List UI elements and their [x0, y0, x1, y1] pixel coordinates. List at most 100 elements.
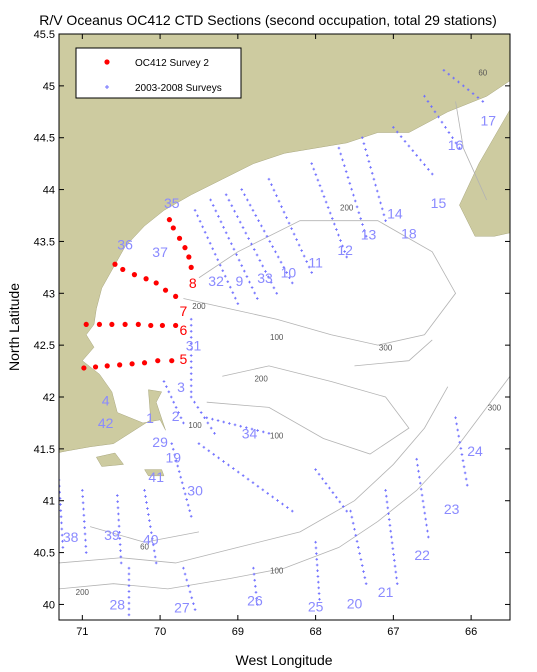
- survey2-station-marker: [173, 293, 179, 300]
- historic-station-marker: [267, 177, 271, 181]
- historic-station-marker: [183, 492, 187, 496]
- historic-station-marker: [165, 385, 168, 388]
- historic-station-marker: [395, 582, 399, 585]
- historic-station-marker: [341, 505, 345, 508]
- historic-station-marker: [117, 512, 120, 516]
- contour-depth-label: 60: [478, 68, 487, 77]
- historic-station-marker: [270, 183, 273, 186]
- historic-station-marker: [189, 342, 193, 345]
- historic-station-marker: [253, 578, 256, 582]
- historic-station-marker: [240, 264, 244, 267]
- historic-station-marker: [180, 481, 184, 485]
- historic-station-marker: [271, 245, 274, 248]
- historic-station-marker: [146, 507, 149, 510]
- historic-station-marker: [238, 220, 242, 224]
- survey2-station-marker: [83, 321, 89, 328]
- historic-station-marker: [189, 360, 193, 363]
- historic-station-marker: [227, 198, 231, 202]
- historic-station-marker: [352, 193, 355, 197]
- historic-station-marker: [272, 286, 276, 290]
- survey2-station-marker: [159, 322, 166, 329]
- historic-station-marker: [370, 171, 374, 175]
- historic-station-label: 21: [378, 584, 394, 600]
- historic-station-marker: [235, 253, 238, 256]
- historic-station-marker: [203, 416, 206, 420]
- historic-station-marker: [241, 474, 245, 477]
- historic-station-marker: [179, 475, 183, 479]
- historic-station-marker: [350, 187, 353, 191]
- historic-station-marker: [411, 149, 415, 152]
- historic-station-marker: [82, 507, 85, 511]
- historic-station-marker: [207, 449, 211, 453]
- historic-station-marker: [206, 236, 209, 240]
- historic-station-marker: [255, 297, 259, 300]
- historic-station-marker: [346, 176, 350, 179]
- historic-station-marker: [151, 537, 154, 541]
- historic-station-marker: [458, 146, 461, 150]
- x-axis-label: West Longitude: [235, 652, 332, 668]
- historic-station-marker: [187, 584, 190, 588]
- historic-station-marker: [337, 233, 340, 237]
- historic-station-marker: [250, 242, 253, 246]
- historic-station-marker: [267, 432, 271, 435]
- historic-station-marker: [395, 130, 399, 134]
- historic-station-marker: [167, 390, 171, 394]
- historic-station-marker: [365, 154, 369, 157]
- survey2-station-marker: [169, 358, 175, 364]
- historic-station-marker: [465, 483, 469, 487]
- historic-station-marker: [118, 531, 121, 534]
- historic-station-marker: [188, 590, 192, 594]
- survey2-station-marker: [162, 287, 169, 293]
- survey2-station-marker: [148, 322, 154, 329]
- y-tick-label: 40.5: [34, 548, 55, 560]
- survey2-station-label: 6: [180, 322, 188, 338]
- historic-station-marker: [221, 269, 225, 273]
- historic-station-marker: [393, 559, 396, 562]
- historic-station-marker: [426, 529, 429, 533]
- historic-station-marker: [316, 569, 319, 573]
- historic-station-marker: [310, 271, 314, 274]
- legend-marker-historic: [105, 85, 109, 89]
- historic-station-marker: [227, 463, 230, 467]
- historic-station-marker: [59, 490, 62, 494]
- historic-station-marker: [377, 195, 381, 199]
- historic-station-marker: [419, 487, 423, 491]
- historic-station-marker: [127, 613, 131, 617]
- historic-station-marker: [176, 464, 180, 468]
- historic-station-marker: [189, 395, 193, 399]
- historic-station-marker: [196, 214, 199, 218]
- land-new-england: [59, 34, 510, 453]
- historic-station-marker: [250, 286, 254, 289]
- historic-station-marker: [403, 140, 407, 143]
- historic-station-marker: [290, 509, 294, 513]
- y-tick-label: 45: [43, 81, 55, 93]
- survey2-station-marker: [109, 321, 115, 328]
- historic-station-marker: [230, 242, 233, 246]
- historic-station-marker: [223, 274, 227, 278]
- survey2-station-marker: [166, 217, 173, 223]
- historic-station-marker: [348, 182, 352, 185]
- historic-station-label: 20: [347, 596, 363, 612]
- historic-station-marker: [199, 411, 203, 414]
- historic-station-marker: [292, 232, 296, 236]
- historic-station-marker: [312, 167, 316, 171]
- historic-station-marker: [358, 552, 361, 555]
- historic-station-label: 40: [143, 531, 159, 547]
- historic-station-marker: [189, 323, 193, 327]
- historic-station-marker: [59, 478, 61, 482]
- historic-station-label: 2: [172, 408, 180, 424]
- survey2-station-marker: [112, 261, 118, 267]
- historic-station-marker: [422, 505, 426, 509]
- historic-station-marker: [281, 502, 284, 506]
- historic-station-marker: [193, 209, 197, 212]
- historic-station-marker: [211, 204, 215, 207]
- historic-station-marker: [217, 456, 220, 460]
- historic-station-marker: [288, 276, 291, 280]
- historic-station-marker: [440, 120, 444, 124]
- x-tick-label: 68: [309, 626, 321, 638]
- historic-station-marker: [274, 250, 277, 254]
- historic-station-marker: [318, 184, 322, 187]
- historic-station-marker: [466, 88, 470, 92]
